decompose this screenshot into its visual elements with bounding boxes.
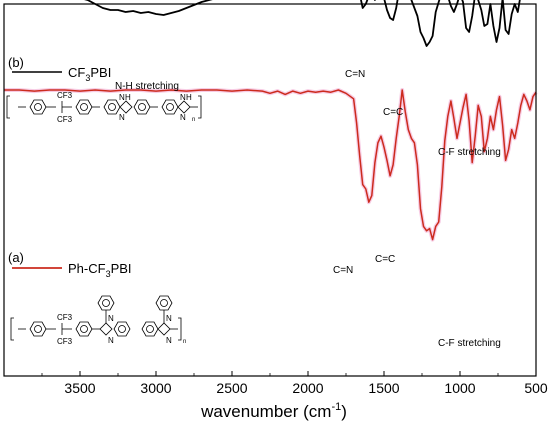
x-tick-label-500: 500: [524, 380, 548, 396]
annotation-nh-stretching: N-H stretching: [115, 81, 179, 92]
legend-a-panel-label: (a): [8, 250, 24, 265]
plot-frame: [3, 3, 537, 377]
annotation-cc-top: C=C: [383, 107, 403, 118]
structure-cf3pbi: [6, 95, 202, 119]
legend-b: (b) CF3PBI: [8, 55, 111, 83]
structure-ph-cf3pbi-labels: CF3 CF3 N N N N n: [57, 313, 186, 346]
structure-top-cf3-lower: CF3: [57, 115, 73, 124]
series-cf3pbi-line: [84, 0, 521, 47]
structure-top-n2: N: [119, 113, 125, 122]
x-axis-title-tail: ): [341, 402, 347, 421]
x-axis-title-sup: -1: [331, 401, 341, 413]
legend-b-label: CF3PBI: [68, 65, 111, 83]
series-ph-cf3pbi-line: [4, 89, 537, 241]
structure-bottom-cf3-lower: CF3: [57, 337, 73, 346]
legend-b-label-main: CF: [68, 65, 85, 80]
annotation-cc-bottom: C=C: [375, 254, 395, 265]
x-tick-label-1000: 1000: [444, 380, 475, 396]
legend-b-label-tail: PBI: [90, 65, 111, 80]
legend-b-panel-label: (b): [8, 55, 24, 70]
structure-bottom-n4: N: [166, 336, 172, 345]
structure-bottom-n2: N: [108, 336, 114, 345]
structure-top-h1: H: [125, 93, 131, 102]
structure-ph-cf3pbi: [10, 295, 182, 341]
structure-top-n4: N: [180, 113, 186, 122]
x-tick-label-1500: 1500: [368, 380, 399, 396]
structure-top-cf3-upper: CF3: [57, 91, 73, 100]
x-tick-label-3000: 3000: [140, 380, 171, 396]
axis-layer: 3500 3000 2500 2000 1500 1000 500: [3, 3, 548, 396]
structure-cf3pbi-labels: CF3 CF3 N H N N H N n: [57, 91, 195, 124]
x-tick-label-2500: 2500: [216, 380, 247, 396]
structure-top-n3: N: [180, 93, 186, 102]
annotation-cf-top: C-F stretching: [438, 147, 501, 158]
legend-a-label-tail: PBI: [111, 261, 132, 276]
structure-bottom-cf3-upper: CF3: [57, 313, 73, 322]
annotation-cn-bottom: C=N: [333, 265, 353, 276]
legend-b-label-sub: 3: [85, 73, 90, 83]
structure-bottom-n3: N: [166, 314, 172, 323]
x-axis-title-main: wavenumber (cm: [200, 402, 331, 421]
legend-a: (a) Ph-CF3PBI: [8, 250, 132, 279]
x-axis-title: wavenumber (cm-1): [200, 401, 347, 421]
legend-a-label-main: Ph-CF: [68, 261, 106, 276]
structure-top-n1: N: [119, 93, 125, 102]
x-tick-label-2000: 2000: [292, 380, 323, 396]
x-tick-label-3500: 3500: [64, 380, 95, 396]
annotation-cn-top: C=N: [345, 69, 365, 80]
series-ph-cf3pbi-halo: [4, 88, 538, 242]
structure-bottom-repeat: n: [183, 339, 186, 345]
legend-a-label: Ph-CF3PBI: [68, 261, 132, 279]
legend-a-label-sub: 3: [106, 269, 111, 279]
structure-top-h2: H: [186, 93, 192, 102]
structure-bottom-n1: N: [108, 314, 114, 323]
structure-top-repeat: n: [192, 117, 195, 123]
plot-layer: [4, 0, 538, 242]
annotation-cf-bottom: C-F stretching: [438, 338, 501, 349]
